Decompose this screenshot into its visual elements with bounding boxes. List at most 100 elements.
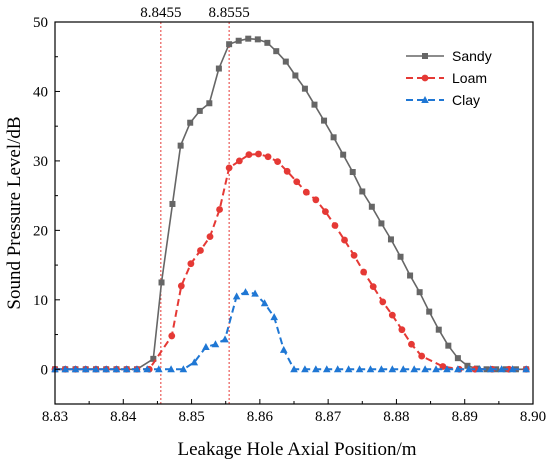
marker-triangle (232, 292, 241, 300)
marker-square (330, 134, 337, 141)
marker-circle (439, 363, 447, 370)
marker-triangle (377, 365, 386, 373)
series-sandy (52, 35, 530, 373)
marker-square (301, 85, 308, 92)
marker-triangle (179, 365, 188, 373)
marker-square (359, 188, 366, 195)
x-tick-label: 8.90 (520, 409, 546, 425)
marker-circle (283, 167, 291, 175)
marker-circle (168, 332, 176, 340)
marker-triangle (443, 365, 451, 373)
marker-square (264, 39, 271, 46)
marker-circle (408, 340, 415, 348)
marker-circle (177, 282, 185, 290)
marker-square (311, 101, 318, 108)
marker-square (206, 100, 213, 107)
x-tick-label: 8.84 (110, 409, 137, 425)
marker-circle (264, 153, 272, 161)
marker-triangle (270, 313, 278, 321)
marker-circle (206, 233, 214, 241)
marker-circle (350, 251, 358, 259)
marker-square (349, 169, 356, 176)
marker-triangle (221, 335, 229, 343)
marker-triangle (508, 365, 517, 373)
marker-circle (388, 311, 396, 319)
marker-square (435, 326, 442, 333)
marker-circle (293, 178, 301, 186)
marker-triangle (143, 365, 151, 373)
marker-square (426, 308, 433, 315)
series-line (55, 153, 527, 371)
marker-circle (322, 208, 329, 216)
marker-circle (421, 74, 429, 82)
marker-triangle (241, 288, 250, 296)
marker-square (407, 272, 414, 279)
y-tick-label: 10 (33, 293, 48, 309)
x-tick-label: 8.86 (247, 409, 274, 425)
marker-circle (197, 247, 204, 254)
marker-triangle (497, 365, 506, 373)
marker-triangle (102, 365, 111, 373)
marker-square (422, 53, 428, 59)
marker-circle (341, 236, 348, 244)
marker-square (416, 289, 423, 296)
marker-square (226, 41, 233, 48)
marker-triangle (81, 365, 90, 373)
marker-triangle (290, 365, 298, 373)
marker-triangle (112, 365, 121, 373)
series-layer (51, 35, 530, 373)
y-axis-title: Sound Pressure Level/dB (4, 116, 25, 309)
marker-circle (418, 352, 426, 360)
marker-triangle (202, 343, 210, 351)
marker-circle (235, 157, 243, 165)
marker-triangle (388, 365, 397, 373)
x-axis-title: Leakage Hole Axial Position/m (177, 439, 416, 460)
marker-square (464, 362, 471, 369)
marker-triangle (122, 365, 131, 373)
marker-square (196, 107, 203, 114)
marker-square (235, 37, 242, 44)
marker-triangle (475, 365, 484, 373)
marker-triangle (333, 365, 342, 373)
marker-triangle (167, 365, 175, 373)
y-tick-label: 40 (33, 84, 48, 100)
marker-triangle (279, 345, 288, 353)
marker-square (483, 366, 490, 373)
marker-circle (331, 222, 339, 229)
marker-triangle (454, 365, 462, 373)
marker-circle (187, 260, 195, 268)
marker-square (340, 151, 347, 158)
marker-triangle (399, 365, 408, 373)
marker-triangle (465, 365, 473, 373)
y-tick-label: 20 (33, 223, 48, 239)
marker-triangle (344, 365, 353, 373)
marker-triangle (522, 365, 530, 373)
marker-circle (379, 298, 387, 306)
marker-square (454, 355, 461, 362)
marker-triangle (421, 365, 429, 373)
series-line (55, 37, 527, 371)
marker-square (254, 36, 261, 43)
marker-square (397, 253, 404, 260)
reference-line-label: 8.8455 (140, 5, 181, 21)
x-tick-label: 8.83 (42, 409, 68, 425)
legend-label: Clay (452, 92, 480, 108)
marker-circle (369, 283, 377, 291)
marker-circle (216, 206, 223, 213)
marker-triangle (61, 365, 70, 373)
y-tick-label: 50 (33, 15, 48, 31)
marker-triangle (190, 358, 199, 366)
marker-triangle (486, 365, 495, 373)
marker-circle (360, 268, 368, 276)
marker-triangle (260, 299, 269, 307)
x-tick-label: 8.89 (452, 409, 478, 425)
legend-label: Loam (452, 70, 487, 86)
marker-triangle (133, 365, 141, 373)
marker-square (150, 355, 157, 362)
marker-square (368, 203, 375, 210)
marker-triangle (410, 365, 418, 373)
marker-square (378, 220, 385, 227)
marker-square (445, 342, 452, 349)
marker-triangle (301, 365, 309, 373)
